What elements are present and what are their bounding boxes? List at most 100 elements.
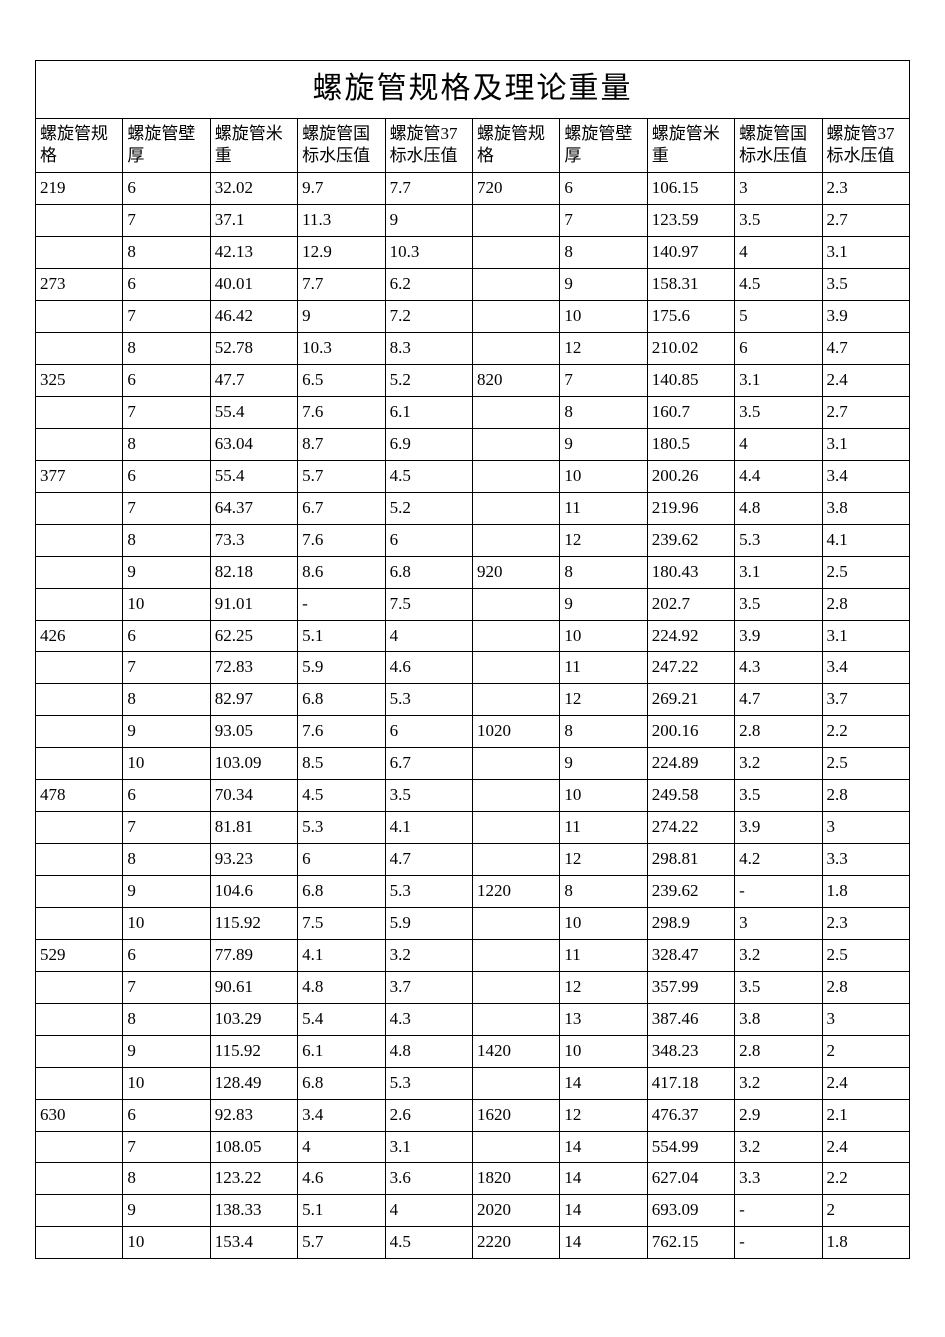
table-row: 10103.098.56.79224.893.22.5 bbox=[36, 748, 910, 780]
table-cell: 200.26 bbox=[647, 460, 734, 492]
table-cell: 4.3 bbox=[735, 652, 822, 684]
table-cell: 7.5 bbox=[385, 588, 472, 620]
table-row: 325647.76.55.28207140.853.12.4 bbox=[36, 365, 910, 397]
table-cell: 8 bbox=[560, 716, 647, 748]
table-cell: 180.5 bbox=[647, 428, 734, 460]
table-cell: 108.05 bbox=[210, 1131, 297, 1163]
table-cell: 1620 bbox=[472, 1099, 559, 1131]
table-cell bbox=[472, 844, 559, 876]
table-row: 10115.927.55.910298.932.3 bbox=[36, 907, 910, 939]
table-cell: 8 bbox=[123, 428, 210, 460]
table-cell: 357.99 bbox=[647, 971, 734, 1003]
table-row: 9115.926.14.8142010348.232.82 bbox=[36, 1035, 910, 1067]
table-cell: 2.8 bbox=[822, 588, 909, 620]
table-cell: 9 bbox=[560, 269, 647, 301]
table-cell: 4 bbox=[735, 428, 822, 460]
table-row: 982.188.66.89208180.433.12.5 bbox=[36, 556, 910, 588]
table-cell: 10 bbox=[123, 907, 210, 939]
table-cell: 7 bbox=[123, 652, 210, 684]
table-cell: 10 bbox=[560, 620, 647, 652]
table-cell: 8 bbox=[560, 876, 647, 908]
table-cell: 82.97 bbox=[210, 684, 297, 716]
col-header: 螺旋管国标水压值 bbox=[735, 118, 822, 173]
table-cell bbox=[36, 396, 123, 428]
table-cell: 82.18 bbox=[210, 556, 297, 588]
table-cell: 14 bbox=[560, 1067, 647, 1099]
table-row: 852.7810.38.312210.0264.7 bbox=[36, 333, 910, 365]
col-header: 螺旋管米重 bbox=[210, 118, 297, 173]
spec-table: 螺旋管规格及理论重量 螺旋管规格 螺旋管壁厚 螺旋管米重 螺旋管国标水压值 螺旋… bbox=[35, 60, 910, 1259]
col-header: 螺旋管37标水压值 bbox=[822, 118, 909, 173]
table-cell: 2.8 bbox=[822, 971, 909, 1003]
table-row: 219632.029.77.77206106.1532.3 bbox=[36, 173, 910, 205]
table-cell: 4.5 bbox=[735, 269, 822, 301]
table-cell: 9 bbox=[123, 556, 210, 588]
table-cell: 630 bbox=[36, 1099, 123, 1131]
table-cell: 10 bbox=[560, 460, 647, 492]
table-cell: 5.2 bbox=[385, 365, 472, 397]
table-cell: 7 bbox=[123, 301, 210, 333]
table-cell: 6.2 bbox=[385, 269, 472, 301]
table-cell: 3.5 bbox=[735, 205, 822, 237]
table-cell: 9 bbox=[123, 876, 210, 908]
table-cell: 180.43 bbox=[647, 556, 734, 588]
table-cell bbox=[472, 684, 559, 716]
table-cell bbox=[472, 1003, 559, 1035]
table-cell: 55.4 bbox=[210, 396, 297, 428]
table-cell: 3.5 bbox=[735, 588, 822, 620]
table-cell: 32.02 bbox=[210, 173, 297, 205]
table-cell bbox=[36, 428, 123, 460]
table-cell: 8 bbox=[123, 1003, 210, 1035]
table-cell: 8.6 bbox=[298, 556, 385, 588]
table-cell: 6 bbox=[123, 460, 210, 492]
table-cell: 249.58 bbox=[647, 780, 734, 812]
table-cell: 3.1 bbox=[822, 620, 909, 652]
table-cell: 5.3 bbox=[385, 1067, 472, 1099]
table-cell: 8 bbox=[123, 524, 210, 556]
table-cell: 2020 bbox=[472, 1195, 559, 1227]
table-cell: 2220 bbox=[472, 1227, 559, 1259]
table-row: 10128.496.85.314417.183.22.4 bbox=[36, 1067, 910, 1099]
table-cell: 13 bbox=[560, 1003, 647, 1035]
table-cell: 2.2 bbox=[822, 1163, 909, 1195]
table-cell: 4.2 bbox=[735, 844, 822, 876]
table-cell: 8 bbox=[560, 396, 647, 428]
table-cell: 6 bbox=[123, 620, 210, 652]
table-cell bbox=[36, 524, 123, 556]
table-cell: 10 bbox=[123, 1227, 210, 1259]
table-cell: 8 bbox=[123, 333, 210, 365]
table-cell: 10 bbox=[560, 780, 647, 812]
table-body: 219632.029.77.77206106.1532.3737.111.397… bbox=[36, 173, 910, 1259]
table-cell: 10 bbox=[560, 301, 647, 333]
table-cell bbox=[472, 812, 559, 844]
table-cell bbox=[472, 269, 559, 301]
table-cell: 12 bbox=[560, 524, 647, 556]
table-cell: 239.62 bbox=[647, 876, 734, 908]
table-cell: 7.5 bbox=[298, 907, 385, 939]
table-cell: 247.22 bbox=[647, 652, 734, 684]
table-cell: 3.6 bbox=[385, 1163, 472, 1195]
table-cell: 6.1 bbox=[385, 396, 472, 428]
table-cell: 202.7 bbox=[647, 588, 734, 620]
table-cell: 81.81 bbox=[210, 812, 297, 844]
table-cell: 2.8 bbox=[822, 780, 909, 812]
table-cell: 200.16 bbox=[647, 716, 734, 748]
table-cell: 153.4 bbox=[210, 1227, 297, 1259]
table-cell: 5 bbox=[735, 301, 822, 333]
table-row: 882.976.85.312269.214.73.7 bbox=[36, 684, 910, 716]
table-cell: 478 bbox=[36, 780, 123, 812]
table-cell bbox=[36, 812, 123, 844]
table-cell: 4.7 bbox=[822, 333, 909, 365]
table-cell: 2.4 bbox=[822, 365, 909, 397]
table-cell: 8 bbox=[123, 684, 210, 716]
table-cell: 4.8 bbox=[298, 971, 385, 1003]
table-cell: 5.4 bbox=[298, 1003, 385, 1035]
table-cell: 4 bbox=[385, 1195, 472, 1227]
table-row: 873.37.6612239.625.34.1 bbox=[36, 524, 910, 556]
table-cell: 298.9 bbox=[647, 907, 734, 939]
table-row: 764.376.75.211219.964.83.8 bbox=[36, 492, 910, 524]
table-cell: 2.7 bbox=[822, 396, 909, 428]
table-cell: 3.1 bbox=[385, 1131, 472, 1163]
table-cell: 554.99 bbox=[647, 1131, 734, 1163]
table-cell: 2.4 bbox=[822, 1067, 909, 1099]
